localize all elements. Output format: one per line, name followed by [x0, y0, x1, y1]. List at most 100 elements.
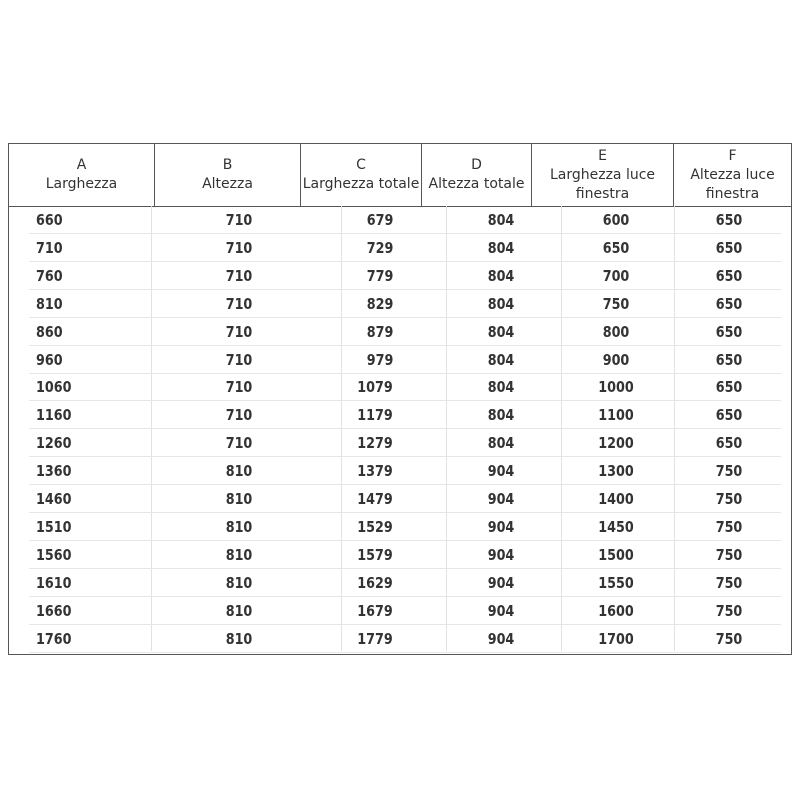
- cell-b: 810: [225, 462, 253, 481]
- row-divider: [29, 651, 781, 653]
- cell-b: 710: [225, 211, 253, 229]
- column-letter: D: [471, 157, 482, 173]
- row-divider: [29, 512, 781, 513]
- cell-f: 650: [715, 322, 743, 341]
- column-header-a: A Larghezza: [9, 144, 155, 206]
- cell-b: 710: [225, 406, 253, 425]
- table-row: 660 710 679 804 600 650: [9, 206, 791, 234]
- table-row: 1360 810 1379 904 1300 750: [9, 457, 791, 486]
- cell-a: 660: [36, 211, 63, 229]
- cell-e: 900: [602, 350, 630, 369]
- cell-d: 904: [487, 517, 515, 536]
- column-label: Larghezza: [45, 176, 118, 192]
- cell-e: 1600: [598, 601, 634, 620]
- cell-a: 1510: [36, 517, 72, 536]
- column-header-c: C Larghezza totale: [301, 144, 422, 206]
- cell-e: 600: [602, 211, 630, 229]
- cell-c: 1479: [357, 490, 393, 508]
- table-row: 1560 810 1579 904 1500 750: [9, 541, 791, 569]
- column-label: Altezza luce finestra: [690, 166, 775, 202]
- table-row: 1460 810 1479 904 1400 750: [9, 485, 791, 513]
- row-divider: [29, 260, 781, 262]
- cell-d: 904: [487, 545, 515, 564]
- cell-a: 810: [36, 294, 63, 313]
- cell-c: 1079: [357, 378, 393, 397]
- cell-c: 779: [366, 266, 393, 285]
- cell-b: 710: [225, 350, 253, 369]
- row-divider: [29, 428, 781, 430]
- table-body: 660 710 679 804 600 650 710 710 729 804 650 650 760 7…: [9, 206, 791, 654]
- cell-b: 710: [225, 266, 253, 285]
- column-header-e: E Larghezza luce finestra: [532, 144, 674, 206]
- table-header: A Larghezza B Altezza C Larghezza totale D Alte…: [9, 144, 791, 207]
- cell-a: 710: [36, 238, 63, 257]
- cell-f: 750: [715, 601, 743, 620]
- table-row: 1760 810 1779 904 1700 750: [9, 625, 791, 653]
- cell-f: 650: [715, 294, 743, 313]
- row-divider: [29, 623, 781, 625]
- cell-f: 750: [715, 573, 743, 592]
- cell-c: 879: [366, 322, 393, 341]
- cell-a: 960: [36, 350, 63, 369]
- cell-b: 710: [225, 434, 253, 453]
- cell-d: 804: [487, 266, 515, 285]
- cell-f: 650: [715, 378, 743, 397]
- cell-e: 650: [602, 238, 630, 257]
- column-label: Larghezza luce finestra: [549, 166, 656, 202]
- column-letter: C: [356, 157, 366, 173]
- cell-e: 700: [602, 266, 630, 285]
- cell-a: 1560: [36, 545, 72, 564]
- cell-f: 750: [715, 517, 743, 536]
- cell-a: 1660: [36, 601, 72, 620]
- cell-b: 710: [225, 294, 253, 313]
- column-header-d: D Altezza totale: [422, 144, 532, 206]
- row-divider: [29, 595, 781, 597]
- cell-a: 1060: [36, 378, 72, 397]
- cell-e: 750: [602, 294, 630, 313]
- cell-d: 904: [487, 601, 515, 620]
- cell-f: 650: [715, 266, 743, 285]
- dimensions-table: A Larghezza B Altezza C Larghezza totale D Alte…: [8, 143, 792, 655]
- cell-b: 710: [225, 378, 253, 397]
- table-row: 1610 810 1629 904 1550 750: [9, 569, 791, 597]
- cell-e: 1700: [598, 629, 634, 648]
- cell-d: 804: [487, 434, 515, 453]
- table-row: 1660 810 1679 904 1600 750: [9, 597, 791, 625]
- cell-f: 650: [715, 434, 743, 453]
- cell-e: 1450: [598, 517, 634, 536]
- cell-e: 1000: [598, 378, 634, 397]
- cell-d: 904: [487, 573, 515, 592]
- cell-b: 810: [225, 601, 253, 620]
- cell-b: 810: [225, 545, 253, 564]
- cell-c: 1379: [357, 462, 393, 481]
- cell-f: 750: [715, 462, 743, 481]
- cell-d: 804: [487, 322, 515, 341]
- table-row: 760 710 779 804 700 650: [9, 262, 791, 290]
- column-label: Altezza totale: [428, 176, 525, 192]
- cell-a: 1760: [36, 629, 72, 648]
- row-divider: [29, 456, 781, 458]
- cell-e: 1500: [598, 545, 634, 564]
- cell-b: 810: [225, 517, 253, 536]
- cell-c: 1179: [357, 406, 393, 425]
- table-row: 1160 710 1179 804 1100 650: [9, 401, 791, 430]
- cell-d: 804: [487, 238, 515, 257]
- table-row: 960 710 979 804 900 650: [9, 346, 791, 374]
- cell-b: 810: [225, 490, 253, 508]
- row-divider: [29, 316, 781, 318]
- cell-c: 1629: [357, 573, 393, 592]
- cell-c: 1779: [357, 629, 393, 648]
- cell-c: 679: [366, 211, 393, 229]
- cell-d: 804: [487, 406, 515, 425]
- column-label: Larghezza totale: [302, 176, 420, 192]
- row-divider: [29, 539, 781, 541]
- cell-d: 804: [487, 294, 515, 313]
- cell-a: 1260: [36, 434, 72, 453]
- row-divider: [29, 233, 781, 234]
- cell-e: 1100: [598, 406, 634, 425]
- cell-c: 1679: [357, 601, 393, 620]
- cell-f: 750: [715, 545, 743, 564]
- column-header-f: F Altezza luce finestra: [674, 144, 791, 206]
- cell-c: 729: [366, 238, 393, 257]
- cell-f: 650: [715, 406, 743, 425]
